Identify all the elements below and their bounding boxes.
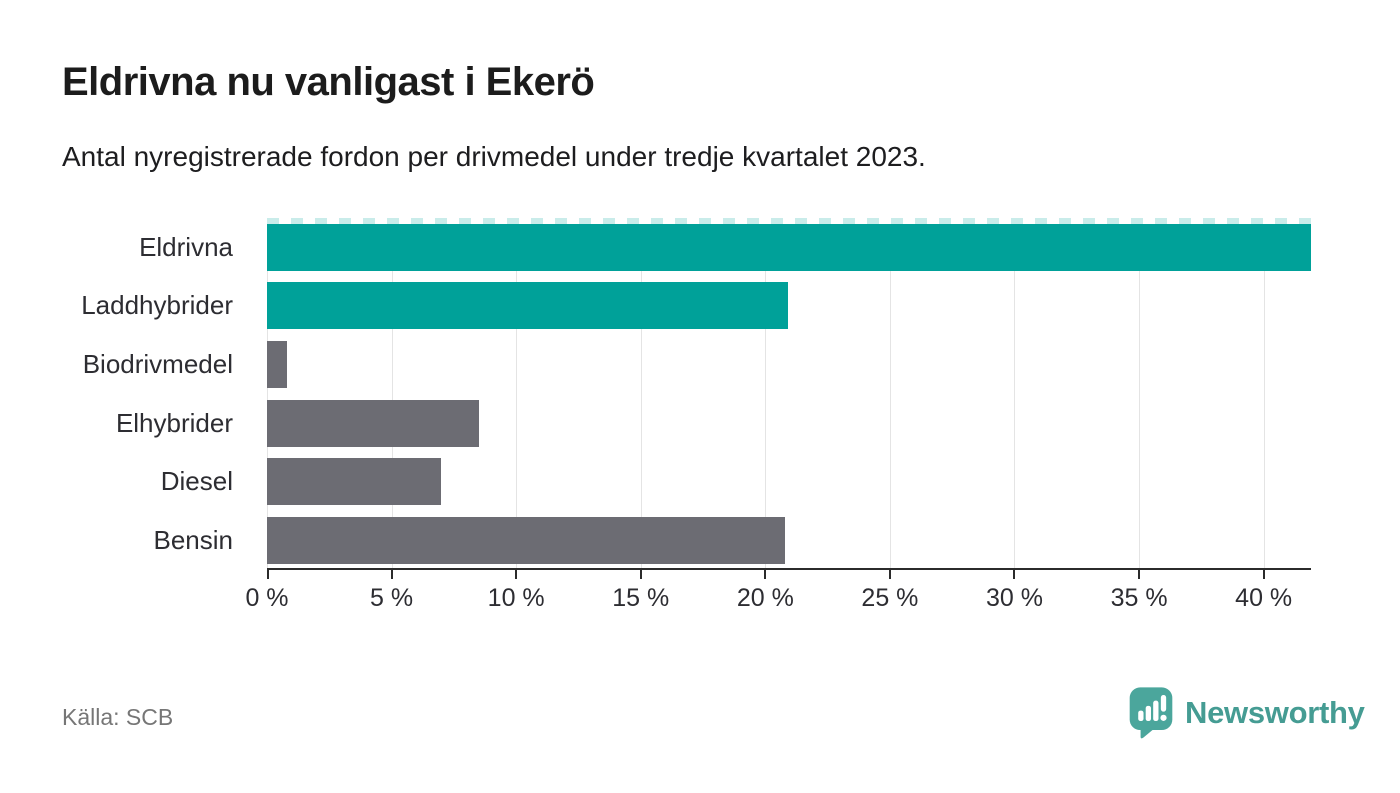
chart-subtitle: Antal nyregistrerade fordon per drivmede… xyxy=(62,141,926,172)
x-tick xyxy=(1013,570,1016,579)
x-tick xyxy=(1138,570,1141,579)
clipped-bar-dashed-edge xyxy=(267,218,1311,224)
x-tick xyxy=(515,570,518,579)
x-tick xyxy=(267,570,269,579)
x-tick-label: 5 % xyxy=(370,584,414,612)
grid-line xyxy=(640,218,642,568)
x-tick-label: 10 % xyxy=(487,584,545,612)
page-title: Eldrivna nu vanligast i Ekerö xyxy=(62,60,595,104)
bar xyxy=(267,282,788,330)
x-tick-label: 15 % xyxy=(612,584,670,612)
x-axis-line xyxy=(267,568,1311,570)
x-tick-label: 20 % xyxy=(736,584,794,612)
x-tick-label: 40 % xyxy=(1235,584,1293,612)
bar xyxy=(267,340,287,388)
bar xyxy=(267,223,1311,271)
bar xyxy=(267,458,442,506)
newsworthy-bubble-chart-icon xyxy=(1128,686,1174,740)
grid-line xyxy=(889,218,891,568)
category-label: Bensin xyxy=(153,525,234,555)
category-label: Elhybrider xyxy=(115,407,233,438)
x-tick xyxy=(390,570,393,579)
x-tick xyxy=(764,570,767,579)
grid-line xyxy=(765,218,767,568)
grid-line xyxy=(391,218,393,568)
category-label: Diesel xyxy=(160,466,233,497)
grid-line xyxy=(1014,218,1016,568)
grid-line xyxy=(1139,218,1141,568)
x-tick-label: 30 % xyxy=(985,584,1043,612)
category-label: Biodrivmedel xyxy=(82,348,233,379)
brand-name: Newsworthy xyxy=(1185,695,1365,730)
category-label: Eldrivna xyxy=(139,231,233,262)
grid-line xyxy=(267,218,268,568)
source-note: Källa: SCB xyxy=(62,704,174,730)
grid-line xyxy=(1263,218,1265,568)
x-tick xyxy=(888,570,891,579)
x-tick-label: 0 % xyxy=(245,584,289,612)
category-label: Laddhybrider xyxy=(81,290,233,321)
brand-logo: Newsworthy xyxy=(1128,686,1365,740)
x-tick xyxy=(639,570,642,579)
bar xyxy=(267,517,786,564)
plot-area: 0 % 5 % 10 % 15 % 20 % 25 % 30 % 35 % 40 % xyxy=(245,218,1311,612)
bar xyxy=(267,399,479,447)
x-tick xyxy=(1262,570,1265,579)
grid-line xyxy=(516,218,518,568)
x-tick-label: 25 % xyxy=(861,584,919,612)
x-tick-label: 35 % xyxy=(1110,584,1168,612)
y-axis-labels: Eldrivna Laddhybrider Biodrivmedel Elhybrid… xyxy=(0,218,250,568)
